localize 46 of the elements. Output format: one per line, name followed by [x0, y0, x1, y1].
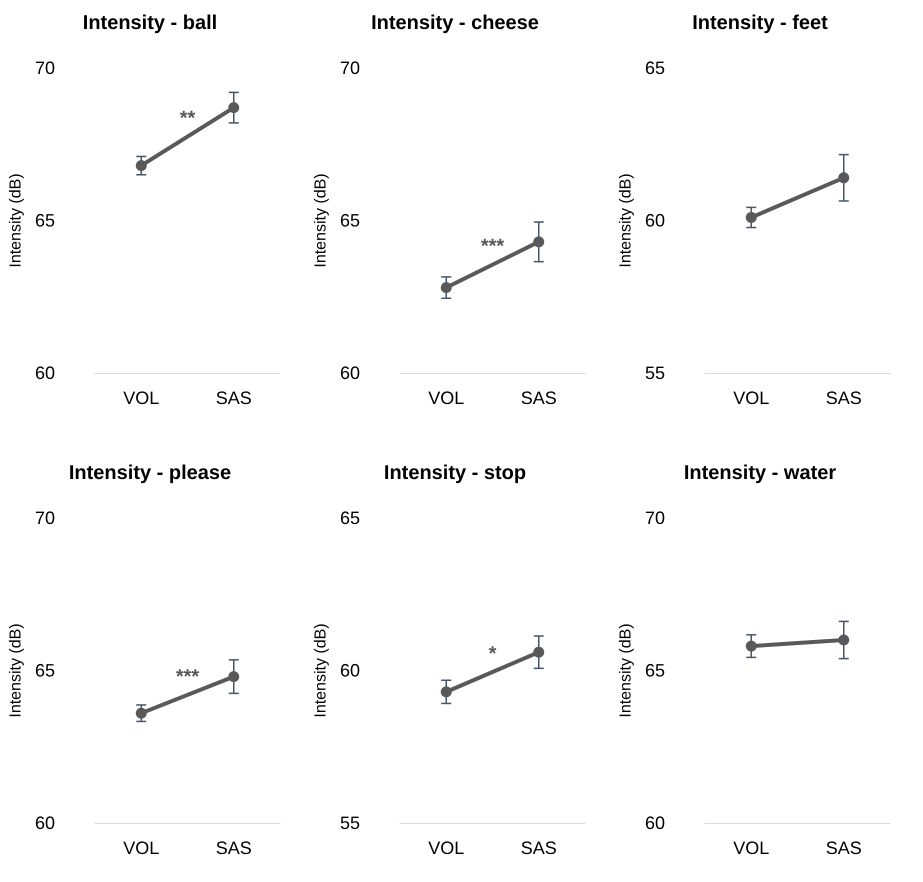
x-tick-label: SAS	[826, 838, 862, 858]
y-tick-label: 60	[645, 210, 666, 230]
chart-title: Intensity - feet	[692, 12, 828, 34]
y-tick-label: 70	[35, 58, 56, 78]
y-axis-title: Intensity (dB)	[8, 173, 25, 268]
y-tick-label: 60	[35, 813, 56, 833]
x-tick-label: VOL	[123, 838, 160, 858]
y-tick-label: 60	[340, 363, 360, 383]
y-tick-label: 65	[645, 660, 666, 680]
x-tick-label: SAS	[520, 388, 557, 408]
y-tick-label: 55	[645, 363, 666, 383]
y-axis-title: Intensity (dB)	[618, 623, 635, 718]
y-tick-label: 55	[340, 813, 360, 833]
chart-title: Intensity - please	[68, 462, 232, 484]
annotation: ***	[480, 236, 504, 258]
y-tick-label: 70	[35, 508, 56, 528]
y-tick-label: 70	[645, 508, 666, 528]
x-tick-label: SAS	[826, 388, 862, 408]
y-tick-label: 60	[645, 813, 666, 833]
x-tick-label: VOL	[733, 838, 770, 858]
chart-title: Intensity - water	[684, 462, 836, 484]
annotation: *	[488, 643, 497, 666]
x-tick-label: SAS	[216, 838, 252, 858]
y-axis-title: Intensity (dB)	[618, 173, 635, 268]
y-tick-label: 60	[35, 363, 56, 383]
x-tick-label: VOL	[428, 388, 464, 408]
x-tick-label: SAS	[216, 388, 252, 408]
y-axis-title: Intensity (dB)	[312, 623, 330, 718]
y-tick-label: 70	[340, 58, 360, 78]
x-tick-label: VOL	[123, 388, 160, 408]
chart-title: Intensity - cheese	[371, 12, 539, 34]
y-tick-label: 65	[645, 58, 666, 78]
y-axis-title: Intensity (dB)	[312, 173, 330, 268]
y-tick-label: 65	[35, 210, 56, 230]
chart-title: Intensity - ball	[82, 12, 218, 34]
annotation: ***	[176, 666, 200, 688]
y-tick-label: 60	[340, 660, 360, 680]
y-tick-label: 65	[340, 508, 360, 528]
y-tick-label: 65	[340, 210, 360, 230]
x-tick-label: SAS	[520, 838, 557, 858]
y-tick-label: 65	[35, 660, 56, 680]
x-tick-label: VOL	[428, 838, 464, 858]
x-tick-label: VOL	[733, 388, 770, 408]
chart-title: Intensity - stop	[384, 462, 526, 484]
annotation: **	[180, 108, 196, 130]
y-axis-title: Intensity (dB)	[8, 623, 25, 718]
